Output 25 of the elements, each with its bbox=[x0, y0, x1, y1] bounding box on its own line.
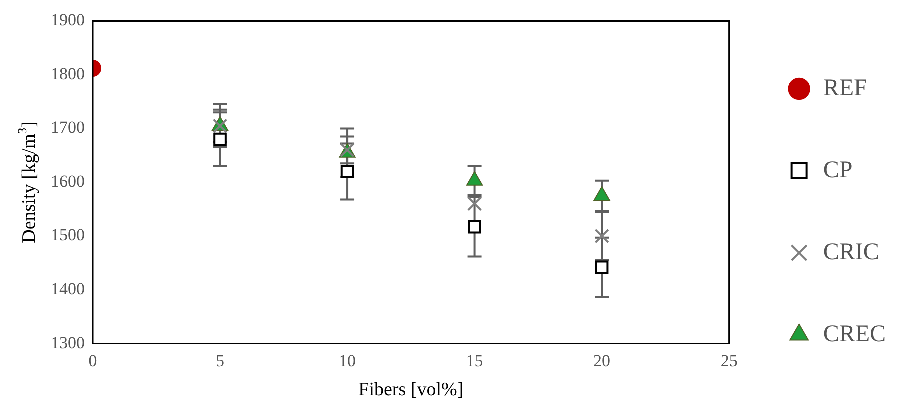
x-axis-title: Fibers [vol%] bbox=[358, 380, 464, 401]
legend-label: CRIC bbox=[823, 239, 880, 266]
x-tick-label: 20 bbox=[594, 351, 611, 370]
y-tick-label: 1800 bbox=[51, 64, 85, 84]
point bbox=[340, 165, 354, 178]
y-tick-label: 1600 bbox=[51, 172, 85, 191]
y-axis-title: Density [kg/m3] bbox=[16, 122, 40, 244]
y-tick-label: 1900 bbox=[51, 10, 85, 30]
legend-label: REF bbox=[823, 75, 868, 102]
x-tick-label: 10 bbox=[339, 351, 356, 370]
point bbox=[468, 220, 482, 234]
point bbox=[214, 132, 227, 146]
y-tick-label: 1700 bbox=[51, 118, 85, 138]
x-tick-label: 0 bbox=[88, 351, 98, 370]
y-tick-label: 1400 bbox=[51, 280, 85, 298]
y-tick-label: 1300 bbox=[51, 333, 85, 352]
point bbox=[467, 196, 482, 212]
x-tick-label: 25 bbox=[720, 351, 738, 370]
point bbox=[595, 260, 609, 274]
y-tick-label: 1500 bbox=[51, 226, 85, 245]
legend-label: CP bbox=[823, 157, 853, 184]
x-tick-label: 15 bbox=[466, 351, 484, 370]
point bbox=[594, 228, 610, 244]
x-tick-label: 5 bbox=[216, 351, 225, 370]
legend-label: CREC bbox=[823, 321, 886, 348]
